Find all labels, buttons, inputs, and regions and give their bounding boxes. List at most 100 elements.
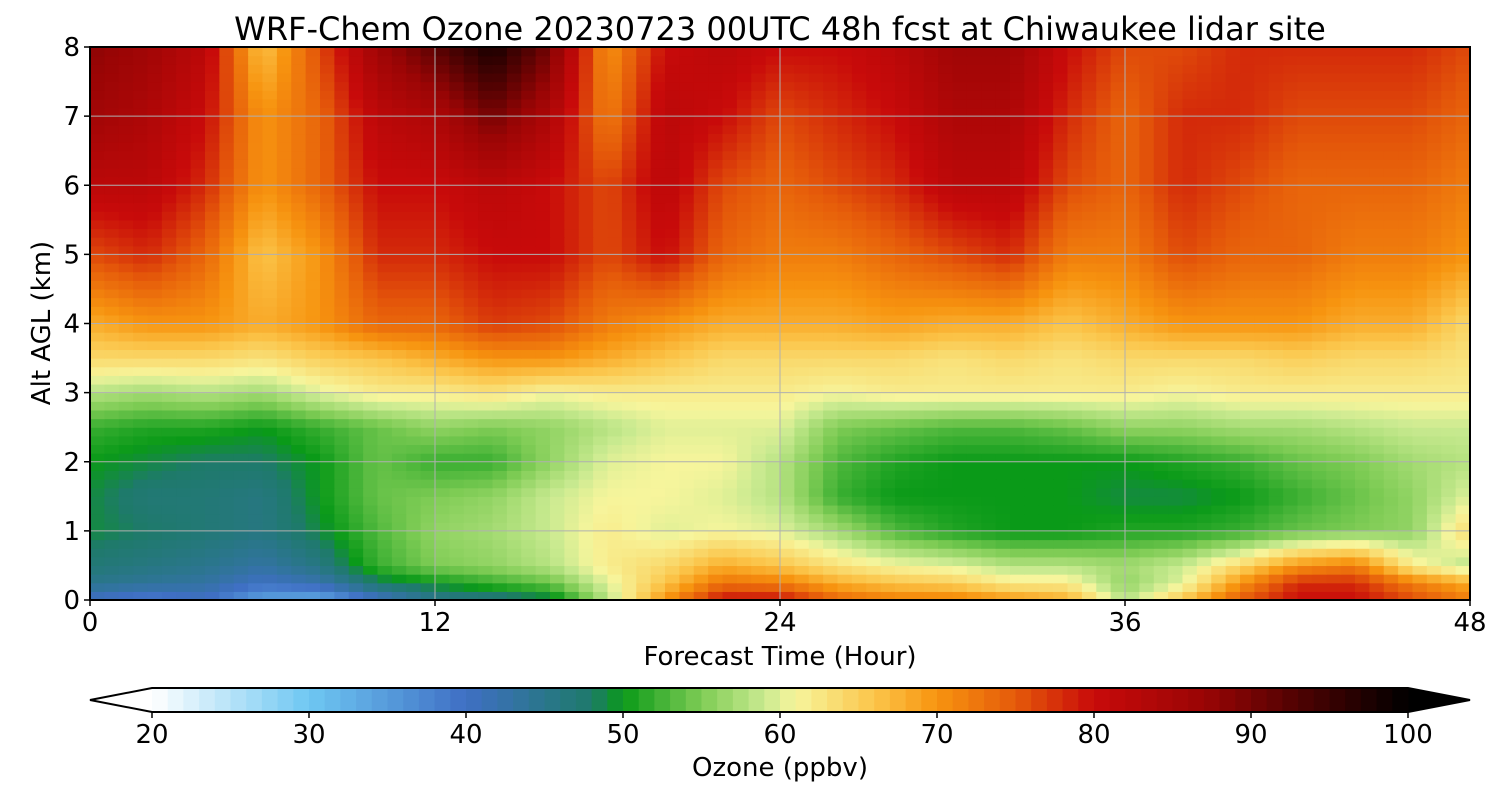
heatmap-cell — [1311, 167, 1327, 178]
heatmap-cell — [679, 323, 695, 333]
heatmap-cell — [1038, 185, 1054, 195]
heatmap-cell — [1426, 392, 1442, 402]
heatmap-cell — [1283, 211, 1299, 221]
heatmap-cell — [391, 271, 407, 281]
heatmap-cell — [851, 185, 867, 195]
heatmap-cell — [1125, 375, 1140, 385]
heatmap-cell — [1053, 297, 1069, 307]
heatmap-cell — [478, 167, 494, 178]
heatmap-cell — [1311, 271, 1327, 281]
heatmap-cell — [1383, 591, 1399, 601]
heatmap-cell — [808, 193, 824, 204]
heatmap-cell — [334, 375, 350, 385]
heatmap-cell — [866, 228, 882, 238]
heatmap-cell — [966, 582, 982, 592]
heatmap-cell — [305, 271, 321, 281]
heatmap-cell — [1139, 219, 1155, 230]
heatmap-cell — [1168, 358, 1184, 368]
heatmap-cell — [233, 574, 249, 584]
heatmap-cell — [262, 479, 278, 489]
heatmap-cell — [1096, 548, 1112, 558]
heatmap-cell — [593, 470, 609, 480]
heatmap-cell — [262, 513, 278, 523]
heatmap-cell — [1383, 263, 1399, 273]
heatmap-cell — [506, 150, 522, 160]
heatmap-cell — [435, 263, 450, 273]
heatmap-cell — [1283, 461, 1299, 471]
heatmap-cell — [1283, 453, 1299, 463]
heatmap-cell — [923, 280, 939, 290]
heatmap-cell — [1441, 193, 1457, 204]
heatmap-cell — [1268, 297, 1284, 307]
heatmap-cell — [780, 323, 795, 333]
heatmap-cell — [722, 496, 738, 506]
heatmap-cell — [607, 401, 623, 411]
heatmap-cell — [593, 228, 609, 238]
heatmap-cell — [851, 254, 867, 264]
heatmap-cell — [90, 142, 105, 152]
heatmap-cell — [420, 245, 436, 255]
heatmap-cell — [391, 297, 407, 307]
heatmap-cell — [449, 176, 465, 186]
heatmap-cell — [161, 202, 177, 212]
heatmap-cell — [1211, 409, 1227, 420]
heatmap-cell — [1110, 427, 1126, 437]
heatmap-cell — [693, 323, 709, 333]
heatmap-cell — [305, 591, 321, 601]
heatmap-cell — [751, 237, 767, 247]
heatmap-cell — [90, 427, 105, 437]
heatmap-cell — [679, 167, 695, 178]
heatmap-cell — [1110, 565, 1126, 575]
heatmap-cell — [334, 522, 350, 532]
heatmap-cell — [1081, 245, 1097, 255]
heatmap-cell — [1139, 176, 1155, 186]
heatmap-cell — [693, 366, 709, 376]
heatmap-cell — [823, 539, 839, 549]
heatmap-cell — [1412, 487, 1428, 497]
heatmap-cell — [535, 539, 551, 549]
heatmap-cell — [492, 487, 508, 497]
heatmap-cell — [248, 167, 264, 178]
heatmap-cell — [909, 487, 925, 497]
heatmap-cell — [578, 522, 594, 532]
heatmap-cell — [449, 453, 465, 463]
heatmap-cell — [1153, 263, 1169, 273]
heatmap-cell — [1168, 375, 1184, 385]
heatmap-cell — [219, 271, 235, 281]
heatmap-cell — [190, 340, 206, 351]
heatmap-cell — [233, 470, 249, 480]
heatmap-cell — [363, 392, 379, 402]
heatmap-cell — [708, 150, 724, 160]
heatmap-cell — [1010, 574, 1025, 584]
heatmap-cell — [1038, 435, 1054, 446]
heatmap-cell — [535, 375, 551, 385]
heatmap-cell — [1441, 297, 1457, 307]
heatmap-cell — [1024, 582, 1040, 592]
heatmap-cell — [1110, 288, 1126, 299]
heatmap-cell — [1297, 522, 1313, 532]
heatmap-cell — [550, 574, 565, 584]
heatmap-cell — [1024, 254, 1040, 264]
heatmap-cell — [909, 340, 925, 351]
heatmap-cell — [693, 340, 709, 351]
heatmap-cell — [564, 392, 580, 402]
heatmap-cell — [435, 332, 450, 342]
heatmap-cell — [1211, 435, 1227, 446]
heatmap-cell — [391, 237, 407, 247]
heatmap-cell — [593, 375, 609, 385]
heatmap-cell — [161, 314, 177, 325]
heatmap-cell — [1153, 314, 1169, 325]
heatmap-cell — [492, 461, 508, 471]
heatmap-cell — [463, 245, 479, 255]
heatmap-cell — [722, 427, 738, 437]
heatmap-cell — [1168, 349, 1184, 359]
heatmap-cell — [1326, 185, 1342, 195]
heatmap-cell — [1125, 219, 1140, 230]
heatmap-cell — [722, 487, 738, 497]
heatmap-cell — [133, 522, 149, 532]
heatmap-cell — [1441, 453, 1457, 463]
heatmap-cell — [262, 254, 278, 264]
heatmap-cell — [1240, 167, 1255, 178]
heatmap-cell — [391, 453, 407, 463]
heatmap-cell — [348, 582, 364, 592]
